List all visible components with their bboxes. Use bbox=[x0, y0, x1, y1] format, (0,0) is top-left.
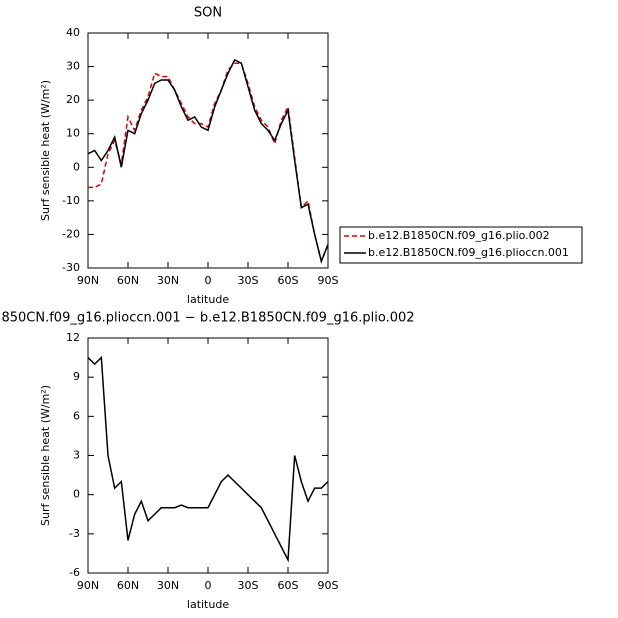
data-line bbox=[87, 58, 329, 264]
y-tick-label: -20 bbox=[62, 227, 80, 240]
x-tick-label: 0 bbox=[205, 579, 212, 592]
y-axis-label: Surf sensible heat (W/m²) bbox=[39, 80, 52, 221]
x-tick-label: 90N bbox=[77, 579, 99, 592]
y-tick-label: 6 bbox=[73, 409, 80, 422]
y-tick-label: 20 bbox=[66, 93, 80, 106]
x-tick-label: 60N bbox=[117, 274, 139, 287]
y-tick-label: 0 bbox=[73, 488, 80, 501]
x-tick-label: 30S bbox=[238, 579, 259, 592]
x-axis-label: latitude bbox=[187, 598, 229, 611]
y-tick-label: 0 bbox=[73, 160, 80, 173]
y-tick-label: -10 bbox=[62, 194, 80, 207]
y-tick-label: -3 bbox=[69, 527, 80, 540]
legend-label: b.e12.B1850CN.f09_g16.plioccn.001 bbox=[368, 246, 569, 259]
y-tick-label: 12 bbox=[66, 331, 80, 344]
chart-title: SON bbox=[194, 6, 222, 21]
y-axis-label: Surf sensible heat (W/m²) bbox=[39, 385, 52, 526]
x-tick-label: 90N bbox=[77, 274, 99, 287]
legend-box bbox=[339, 226, 583, 264]
y-tick-label: 40 bbox=[66, 26, 80, 39]
x-tick-label: 90S bbox=[318, 579, 339, 592]
y-tick-label: 10 bbox=[66, 127, 80, 140]
x-tick-label: 90S bbox=[318, 274, 339, 287]
legend-label: b.e12.B1850CN.f09_g16.plio.002 bbox=[368, 229, 550, 242]
chart-title: 850CN.f09_g16.plioccn.001 − b.e12.B1850C… bbox=[1, 311, 414, 326]
x-tick-label: 30N bbox=[157, 579, 179, 592]
y-tick-label: 30 bbox=[66, 60, 80, 73]
data-line bbox=[87, 355, 329, 563]
x-axis-label: latitude bbox=[187, 293, 229, 306]
x-tick-label: 60S bbox=[278, 274, 299, 287]
x-tick-label: 30N bbox=[157, 274, 179, 287]
y-tick-label: -30 bbox=[62, 261, 80, 274]
x-tick-label: 60N bbox=[117, 579, 139, 592]
x-tick-label: 60S bbox=[278, 579, 299, 592]
y-tick-label: 9 bbox=[73, 370, 80, 383]
x-tick-label: 30S bbox=[238, 274, 259, 287]
y-tick-label: 3 bbox=[73, 449, 80, 462]
x-tick-label: 0 bbox=[205, 274, 212, 287]
data-line bbox=[88, 62, 329, 264]
plot-frame bbox=[87, 337, 329, 574]
y-tick-label: -6 bbox=[69, 566, 80, 579]
